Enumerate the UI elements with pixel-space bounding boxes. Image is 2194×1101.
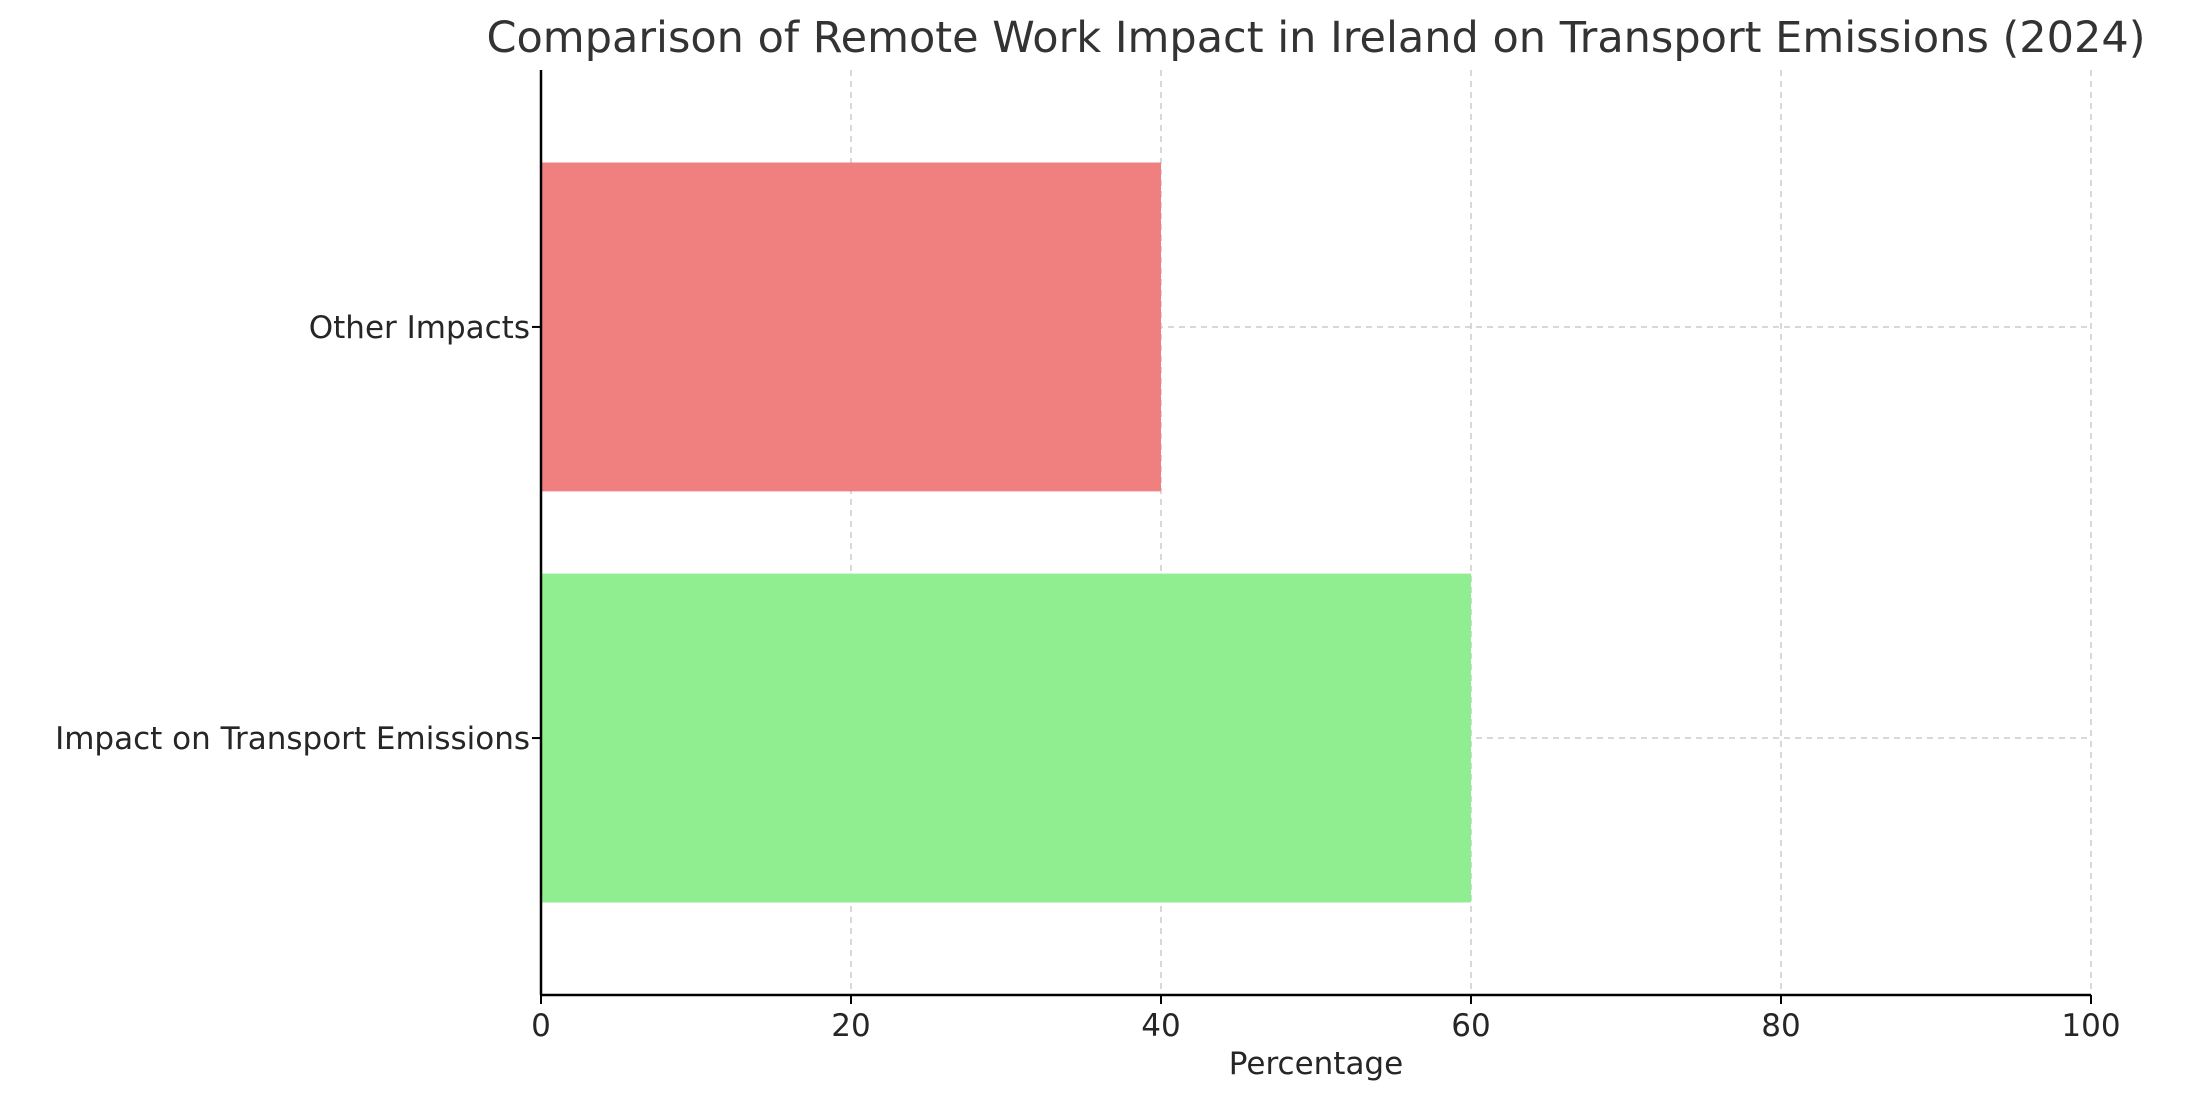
y-tick-label: Impact on Transport Emissions [55, 721, 530, 757]
x-tick-label: 100 [2061, 1008, 2120, 1044]
bars [541, 162, 1471, 903]
x-tick-label: 60 [1451, 1008, 1490, 1044]
x-axis-label: Percentage [1229, 1046, 1403, 1082]
x-tick-label: 20 [831, 1008, 870, 1044]
x-ticks: 0 20 40 60 80 100 [531, 995, 2121, 1044]
bar-impact-on-transport-emissions [541, 573, 1471, 903]
y-ticks: Impact on Transport Emissions Other Impac… [55, 310, 541, 757]
axes [539, 70, 2091, 997]
x-tick-label: 40 [1141, 1008, 1180, 1044]
x-tick-label: 80 [1761, 1008, 1800, 1044]
x-tick-label: 0 [531, 1008, 551, 1044]
y-tick-label: Other Impacts [309, 310, 530, 346]
bar-other-impacts [541, 162, 1161, 492]
chart-title: Comparison of Remote Work Impact in Irel… [486, 13, 2145, 63]
